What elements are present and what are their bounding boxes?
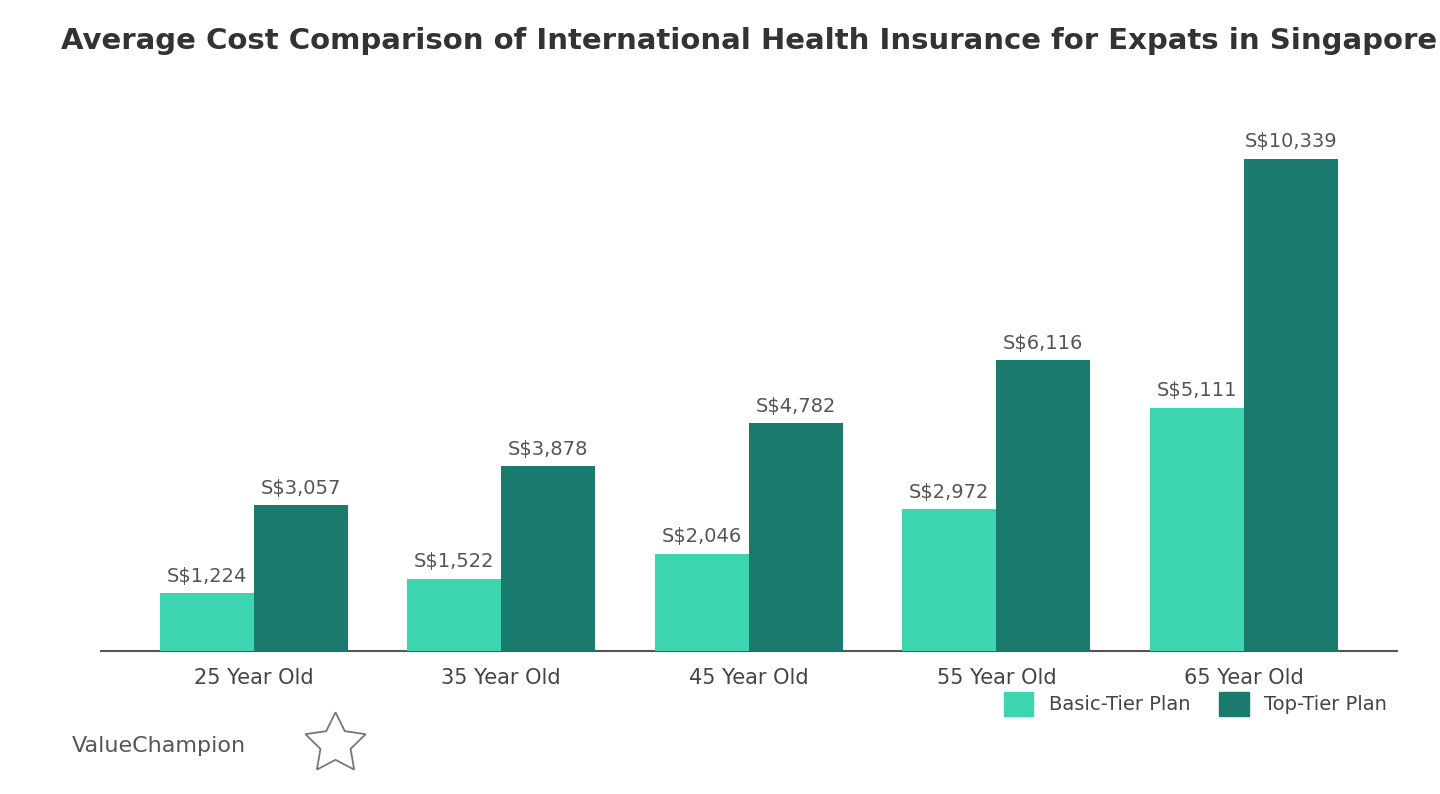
Text: S$6,116: S$6,116 [1004,333,1083,353]
Bar [408,579,501,651]
Bar [1149,407,1244,651]
Text: ValueChampion: ValueChampion [72,736,246,756]
Text: S$1,522: S$1,522 [415,553,494,572]
Bar [655,553,749,651]
Bar [253,506,348,651]
Title: Average Cost Comparison of International Health Insurance for Expats in Singapor: Average Cost Comparison of International… [60,27,1437,55]
Bar [160,593,253,651]
Text: S$1,224: S$1,224 [167,567,246,586]
Bar [501,466,595,651]
Bar [749,423,842,651]
Text: S$3,878: S$3,878 [508,440,589,459]
Bar [903,510,996,651]
Text: S$10,339: S$10,339 [1244,133,1338,152]
Text: S$2,046: S$2,046 [661,527,742,546]
Text: S$3,057: S$3,057 [261,480,341,499]
Text: S$2,972: S$2,972 [909,484,989,503]
Bar [996,360,1090,651]
Text: S$5,111: S$5,111 [1156,381,1237,400]
Legend: Basic-Tier Plan, Top-Tier Plan: Basic-Tier Plan, Top-Tier Plan [1004,692,1387,715]
Bar [1244,159,1338,651]
Text: S$4,782: S$4,782 [756,397,837,416]
